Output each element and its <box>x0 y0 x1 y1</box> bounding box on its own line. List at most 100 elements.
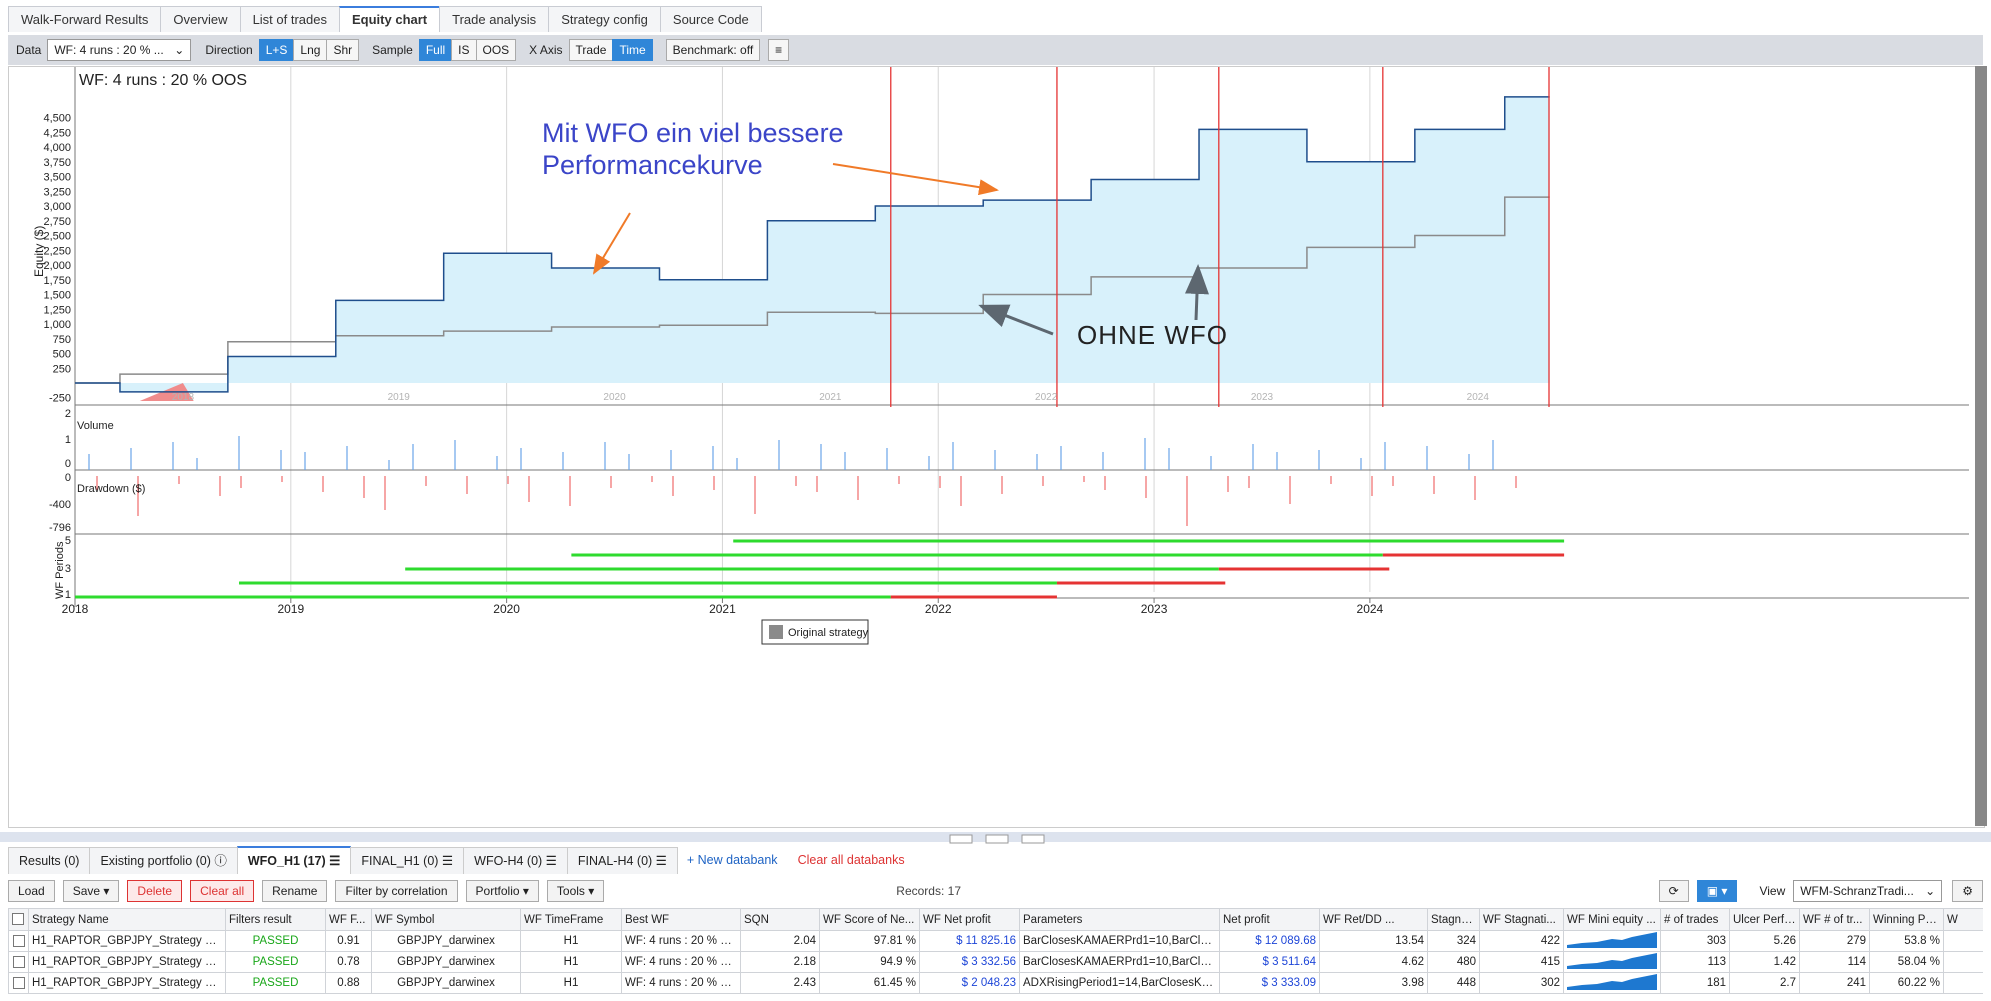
save-button[interactable]: Save ▾ <box>62 880 120 902</box>
gear-icon[interactable]: ⚙ <box>1952 880 1983 902</box>
tab-list-of-trades[interactable]: List of trades <box>239 6 340 32</box>
row-checkbox[interactable] <box>8 951 29 973</box>
collapse-up-icon[interactable] <box>949 834 973 844</box>
databank-tab-results[interactable]: Results (0) <box>8 846 91 874</box>
tab-walk-forward-results[interactable]: Walk-Forward Results <box>8 6 162 32</box>
rename-button[interactable]: Rename <box>262 880 328 902</box>
delete-button[interactable]: Delete <box>127 880 183 902</box>
portfolio-button[interactable]: Portfolio ▾ <box>465 880 539 902</box>
col-header[interactable]: Parameters <box>1019 908 1220 931</box>
table-cell: PASSED <box>225 972 326 994</box>
databank-tab-existing-portfolio[interactable]: Existing portfolio (0) ⓘ <box>89 846 238 874</box>
col-header[interactable]: W <box>1943 908 1983 931</box>
col-header[interactable]: Strategy Name <box>28 908 226 931</box>
y-tick-label: 1,750 <box>43 275 71 287</box>
restore-icon[interactable] <box>985 834 1009 844</box>
view-select[interactable]: WFM-SchranzTradi... ⌄ <box>1793 880 1943 902</box>
y-tick-label: 500 <box>53 349 71 361</box>
col-header[interactable]: Winning Pe... <box>1869 908 1944 931</box>
direction-long-button[interactable]: Lng <box>293 39 328 61</box>
load-button[interactable]: Load <box>8 880 55 902</box>
clear-all-button[interactable]: Clear all <box>190 880 255 902</box>
new-databank-link[interactable]: + New databank <box>686 853 778 867</box>
col-header[interactable]: Filters result <box>225 908 326 931</box>
chart-year-label: 2024 <box>1467 392 1490 403</box>
direction-short-button[interactable]: Shr <box>326 39 360 61</box>
select-all-checkbox[interactable] <box>8 908 29 931</box>
menu-icon[interactable]: ≡ <box>768 39 790 61</box>
panel-splitter[interactable] <box>0 832 1991 844</box>
tab-source-code[interactable]: Source Code <box>659 6 762 32</box>
col-header[interactable]: WF Stagnati... <box>1479 908 1564 931</box>
table-cell: H1_RAPTOR_GBPJPY_Strategy 1.3.1... <box>28 972 226 994</box>
clear-all-databanks-link[interactable]: Clear all databanks <box>797 853 905 867</box>
table-cell: GBPJPY_darwinex <box>371 951 521 973</box>
chart-year-label: 2023 <box>1251 392 1274 403</box>
table-cell: 415 <box>1479 951 1564 973</box>
legend-swatch <box>769 625 783 639</box>
y-tick-label: 3,500 <box>43 172 71 184</box>
databank-tab-final-h1[interactable]: FINAL_H1 (0) ☰ <box>350 846 465 874</box>
table-row[interactable]: H1_RAPTOR_GBPJPY_Strategy 1.3.94 PASSED 0.… <box>8 930 1983 952</box>
benchmark-button[interactable]: Benchmark: off <box>665 39 761 61</box>
sample-is-button[interactable]: IS <box>451 39 477 61</box>
chart-year-labels: 2018 2019 2020 2021 2022 2023 2024 <box>172 392 1490 403</box>
y-tick-label: 2,250 <box>43 245 71 257</box>
tab-overview[interactable]: Overview <box>160 6 241 32</box>
col-header[interactable]: WF Net profit <box>919 908 1020 931</box>
col-header[interactable]: WF TimeFrame <box>520 908 622 931</box>
mini-equity-sparkline <box>1563 972 1661 994</box>
table-cell: 61.45 % <box>819 972 920 994</box>
databank-tab-wfo-h4[interactable]: WFO-H4 (0) ☰ <box>463 846 568 874</box>
y-tick-label: -250 <box>49 393 71 405</box>
col-header[interactable]: WF Mini equity ... <box>1563 908 1661 931</box>
xaxis-trade-button[interactable]: Trade <box>568 39 614 61</box>
col-header[interactable]: Best WF <box>621 908 741 931</box>
legend-original-strategy[interactable]: Original strategy <box>788 627 869 639</box>
databank-tab-final-h4[interactable]: FINAL-H4 (0) ☰ <box>566 846 678 874</box>
chart-series <box>75 96 1550 393</box>
table-row[interactable]: H1_RAPTOR_GBPJPY_Strategy 1.3.1... PASSED… <box>8 972 1983 994</box>
col-header[interactable]: SQN <box>740 908 820 931</box>
save-view-icon[interactable]: ▣ ▾ <box>1696 880 1738 902</box>
strategy-table: Strategy Name Filters result WF F... WF … <box>8 908 1983 1001</box>
data-select[interactable]: WF: 4 runs : 20 % ... ⌄ <box>47 39 192 61</box>
tab-strategy-config[interactable]: Strategy config <box>548 6 661 32</box>
tab-trade-analysis[interactable]: Trade analysis <box>439 6 550 32</box>
collapse-down-icon[interactable] <box>1021 834 1045 844</box>
x-tick-label: 2023 <box>1141 602 1168 616</box>
filter-by-correlation-button[interactable]: Filter by correlation <box>335 880 458 902</box>
chevron-down-icon: ⌄ <box>174 43 185 57</box>
sample-oos-button[interactable]: OOS <box>475 39 517 61</box>
y-axis-ticks: 4,500 4,250 4,000 3,750 3,500 3,250 3,000 2,750… <box>43 113 71 405</box>
wf-equity-line <box>75 96 1550 393</box>
col-header[interactable]: WF F... <box>325 908 372 931</box>
chart-scrollbar[interactable] <box>1975 66 1987 826</box>
tab-equity-chart[interactable]: Equity chart <box>339 6 441 32</box>
col-header[interactable]: WF Ret/DD ... <box>1319 908 1428 931</box>
xaxis-time-button[interactable]: Time <box>612 39 653 61</box>
table-cell: 60.22 % <box>1869 972 1944 994</box>
col-header[interactable]: WF Symbol <box>371 908 521 931</box>
row-checkbox[interactable] <box>8 972 29 994</box>
table-cell: 2.7 <box>1729 972 1800 994</box>
row-checkbox[interactable] <box>8 930 29 952</box>
refresh-icon[interactable]: ⟳ <box>1658 880 1689 902</box>
sample-full-button[interactable]: Full <box>418 39 453 61</box>
col-header[interactable]: Stagnation <box>1427 908 1480 931</box>
legend[interactable]: Original strategy <box>761 619 869 645</box>
table-cell: 2.18 <box>740 951 820 973</box>
col-header[interactable]: # of trades <box>1660 908 1730 931</box>
volume-label: Volume <box>77 420 114 432</box>
databank-tabs: Results (0) Existing portfolio (0) ⓘ WFO… <box>8 846 915 874</box>
table-row[interactable]: H1_RAPTOR_GBPJPY_Strategy 1.3.98 PASSED 0.… <box>8 951 1983 973</box>
col-header[interactable]: WF Score of Ne... <box>819 908 920 931</box>
col-header[interactable]: Ulcer Perfo... <box>1729 908 1800 931</box>
col-header[interactable]: Net profit <box>1219 908 1320 931</box>
gray-arrow-left <box>978 304 1054 336</box>
col-header[interactable]: WF # of tr... <box>1799 908 1870 931</box>
direction-ls-button[interactable]: L+S <box>258 39 295 61</box>
table-cell: 181 <box>1660 972 1730 994</box>
tools-button[interactable]: Tools ▾ <box>546 880 605 902</box>
databank-tab-wfo-h1[interactable]: WFO_H1 (17) ☰ <box>236 846 352 874</box>
